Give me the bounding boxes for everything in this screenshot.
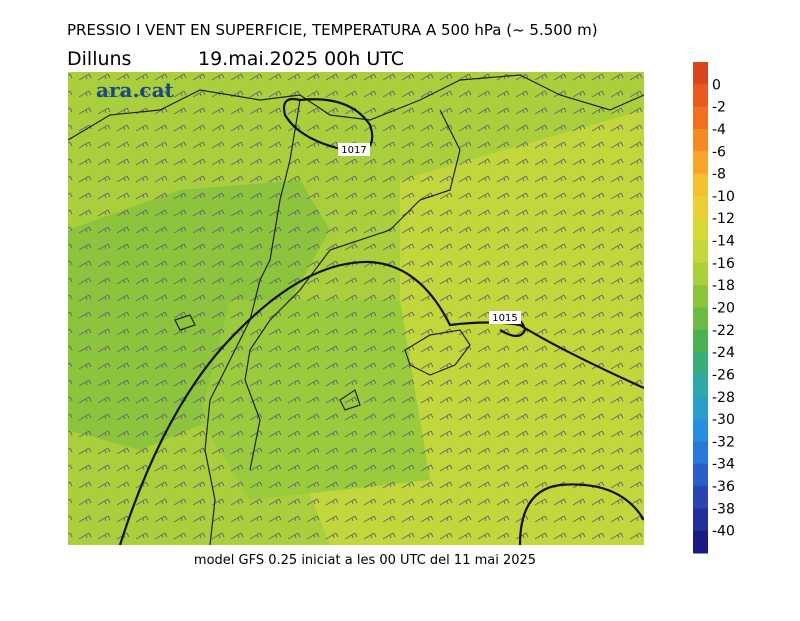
colorbar: 0 -2 -4 -6 -8 -10 -12 -14 -16 -18 -20 -22 -24 -26 -28 -… xyxy=(693,62,735,554)
colorbar-swatch xyxy=(693,195,708,219)
colorbar-label: -32 xyxy=(712,434,735,450)
colorbar-swatch xyxy=(693,262,708,286)
day: Dilluns xyxy=(67,48,131,70)
colorbar-label: -8 xyxy=(712,167,726,183)
colorbar-label: -20 xyxy=(712,301,735,317)
colorbar-swatch xyxy=(693,463,708,487)
colorbar-swatch xyxy=(693,329,708,353)
colorbar-label: -16 xyxy=(712,256,735,272)
colorbar-label: -36 xyxy=(712,479,735,495)
colorbar-swatch xyxy=(693,307,708,331)
colorbar-swatch xyxy=(693,530,708,554)
colorbar-label: -38 xyxy=(712,501,735,517)
colorbar-swatch xyxy=(693,374,708,398)
colorbar-swatch xyxy=(693,352,708,375)
colorbar-swatch xyxy=(693,151,708,175)
colorbar-label: -30 xyxy=(712,412,735,428)
logo: ara.cat xyxy=(96,78,175,102)
colorbar-label: -14 xyxy=(712,234,735,250)
colorbar-swatch xyxy=(693,173,708,197)
colorbar-label: -26 xyxy=(712,367,735,383)
colorbar-label: -6 xyxy=(712,144,726,160)
title: PRESSIO I VENT EN SUPERFICIE, TEMPERATUR… xyxy=(67,21,598,39)
colorbar-swatch xyxy=(693,84,708,108)
footer: model GFS 0.25 iniciat a les 00 UTC del … xyxy=(194,553,536,568)
colorbar-label: -10 xyxy=(712,189,735,205)
colorbar-swatch xyxy=(693,240,708,264)
colorbar-swatch xyxy=(693,62,708,85)
colorbar-swatch xyxy=(693,285,708,308)
colorbar-swatch xyxy=(693,218,708,242)
colorbar-swatch xyxy=(693,128,708,152)
colorbar-label: -28 xyxy=(712,390,735,406)
colorbar-label: -34 xyxy=(712,457,735,473)
date: 19.mai.2025 00h UTC xyxy=(198,48,404,70)
colorbar-swatch xyxy=(693,508,708,532)
colorbar-label: -40 xyxy=(712,524,735,540)
colorbar-swatch xyxy=(693,396,708,420)
colorbar-label: -22 xyxy=(712,323,735,339)
colorbar-swatch xyxy=(693,441,708,465)
isobar-label-box xyxy=(489,311,521,324)
isobar-label: 1017 xyxy=(341,145,366,156)
colorbar-label: -2 xyxy=(712,100,726,116)
isobar-label: 1015 xyxy=(492,313,517,324)
colorbar-label: -24 xyxy=(712,345,735,361)
colorbar-swatch xyxy=(693,419,708,442)
colorbar-label: -18 xyxy=(712,278,735,294)
colorbar-label: 0 xyxy=(712,77,721,93)
colorbar-label: -12 xyxy=(712,211,735,227)
isobar-label-box xyxy=(338,143,370,156)
colorbar-swatch xyxy=(693,486,708,509)
colorbar-label: -4 xyxy=(712,122,726,138)
colorbar-swatch xyxy=(693,106,708,130)
map: 1017 1015 ara.cat xyxy=(68,72,644,545)
